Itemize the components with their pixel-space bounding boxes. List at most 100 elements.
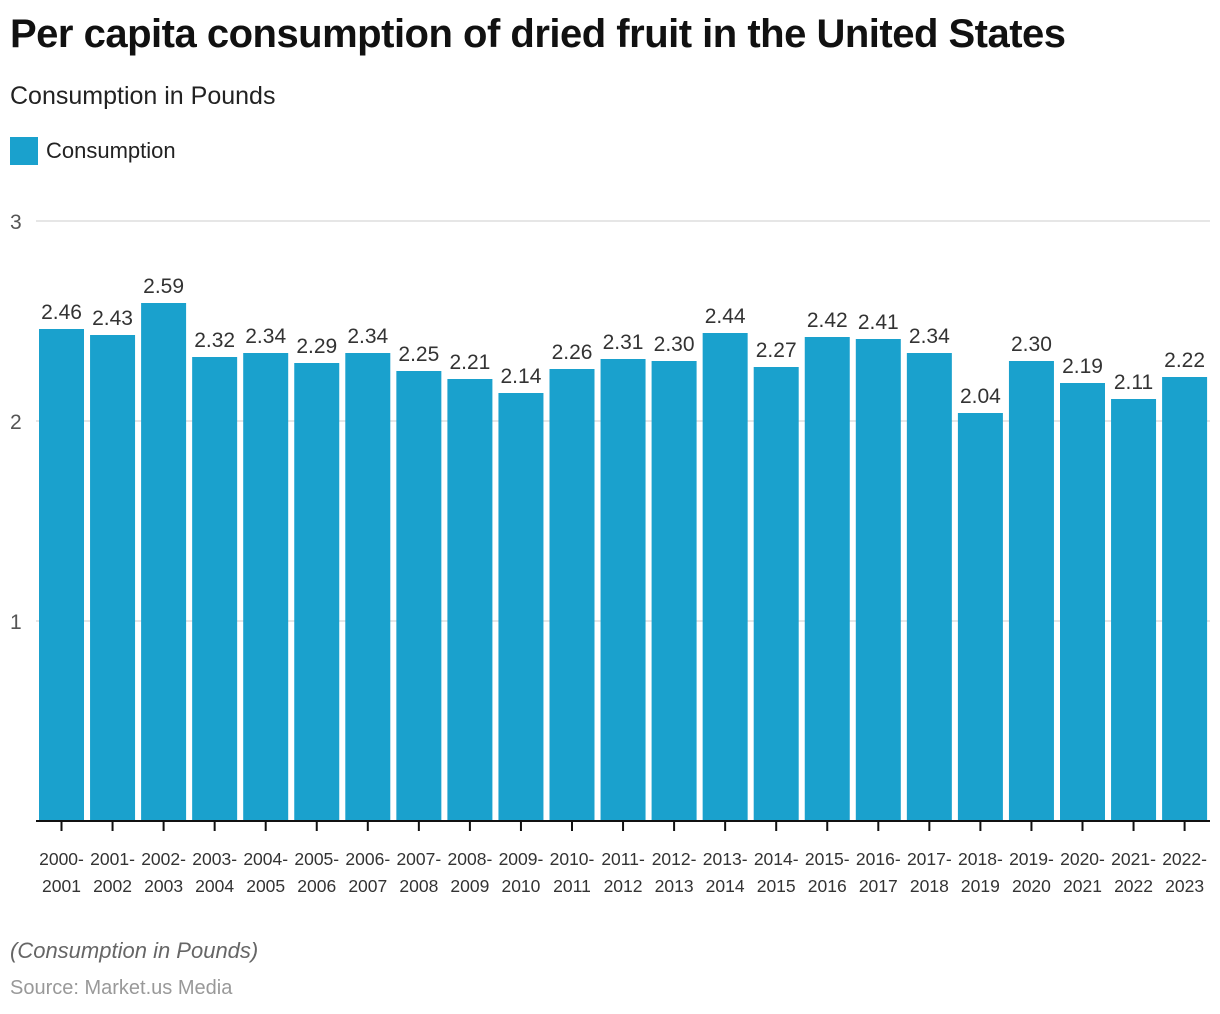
- x-tick-label: 2012: [604, 876, 643, 896]
- data-label: 2.04: [960, 385, 1001, 408]
- x-tick-label: 2009: [450, 876, 489, 896]
- data-label: 2.34: [245, 325, 286, 348]
- data-label: 2.30: [654, 333, 695, 356]
- x-tick-label: 2012-: [652, 849, 697, 869]
- x-tick-label: 2017: [859, 876, 898, 896]
- legend-label-consumption: Consumption: [46, 138, 176, 163]
- bar: [396, 371, 442, 821]
- x-tick-label: 2005: [246, 876, 285, 896]
- x-tick-label: 2018: [910, 876, 949, 896]
- bar: [447, 379, 493, 821]
- bar: [1111, 399, 1157, 821]
- data-label: 2.43: [92, 307, 133, 330]
- bar: [600, 359, 646, 821]
- bar: [1060, 383, 1105, 821]
- x-tick-label: 2003-: [192, 849, 237, 869]
- x-tick-label: 2019-: [1009, 849, 1054, 869]
- x-tick-label: 2010: [501, 876, 540, 896]
- data-label: 2.41: [858, 311, 899, 334]
- x-tick-label: 2008-: [448, 849, 493, 869]
- x-tick-label: 2002-: [141, 849, 186, 869]
- data-labels: 2.46 2.43 2.59 2.32 2.34 2.29 2.34 2.25 2.21 2.14…: [41, 275, 1205, 408]
- x-tick-label: 2010-: [550, 849, 595, 869]
- bar: [753, 367, 799, 821]
- x-tick-label: 2020: [1012, 876, 1051, 896]
- x-tick-label: 2015: [757, 876, 796, 896]
- data-label: 2.14: [501, 365, 542, 388]
- x-tick-label: 2020-: [1060, 849, 1105, 869]
- data-label: 2.34: [909, 325, 950, 348]
- data-label: 2.44: [705, 305, 746, 328]
- bars: [39, 303, 1208, 821]
- data-label: 2.30: [1011, 333, 1052, 356]
- x-tick-label: 2001: [42, 876, 81, 896]
- data-label: 2.25: [398, 343, 439, 366]
- x-tick-label: 2009-: [499, 849, 544, 869]
- x-tick-label: 2001-: [90, 849, 135, 869]
- x-tick-label: 2015-: [805, 849, 850, 869]
- bar: [243, 353, 289, 821]
- bar: [498, 393, 544, 821]
- y-tick-label: 2: [10, 411, 22, 434]
- x-tick-label: 2017-: [907, 849, 952, 869]
- x-tick-label: 2011: [553, 876, 591, 896]
- chart-subtitle: Consumption in Pounds: [10, 82, 276, 110]
- bar: [294, 363, 340, 821]
- data-label: 2.59: [143, 275, 184, 298]
- bar: [855, 339, 901, 821]
- bar: [804, 337, 850, 821]
- x-tick-label: 2007-: [396, 849, 441, 869]
- y-tick-label: 1: [10, 611, 22, 634]
- bar: [1008, 361, 1054, 821]
- data-label: 2.19: [1062, 355, 1103, 378]
- bar: [702, 333, 748, 821]
- x-tick-label: 2006: [297, 876, 336, 896]
- legend: Consumption: [10, 137, 176, 165]
- data-label: 2.34: [347, 325, 388, 348]
- x-tick-label: 2008: [399, 876, 438, 896]
- bar: [1162, 377, 1208, 821]
- x-tick-label: 2007: [348, 876, 387, 896]
- data-label: 2.32: [194, 329, 235, 352]
- legend-swatch-consumption: [10, 137, 38, 165]
- source-note: Source: Market.us Media: [10, 977, 233, 999]
- x-tick-label: 2005-: [294, 849, 339, 869]
- x-tick-label: 2022: [1114, 876, 1153, 896]
- x-tick-label: 2022-: [1162, 849, 1207, 869]
- x-tick-label: 2018-: [958, 849, 1003, 869]
- footnote: (Consumption in Pounds): [10, 938, 259, 963]
- x-tick-label: 2021-: [1111, 849, 1156, 869]
- data-label: 2.42: [807, 309, 848, 332]
- data-label: 2.31: [603, 331, 644, 354]
- y-axis-ticks: 1 2 3: [10, 211, 22, 634]
- data-label: 2.29: [296, 335, 337, 358]
- bar: [906, 353, 952, 821]
- data-label: 2.46: [41, 301, 82, 324]
- x-tick-label: 2000-: [39, 849, 84, 869]
- chart-title: Per capita consumption of dried fruit in…: [10, 12, 1066, 56]
- x-tick-label: 2019: [961, 876, 1000, 896]
- data-label: 2.21: [449, 351, 490, 374]
- x-tick-label: 2004-: [243, 849, 288, 869]
- bar: [90, 335, 136, 821]
- bar: [651, 361, 697, 821]
- x-tick-label: 2006-: [345, 849, 390, 869]
- bar: [39, 329, 84, 821]
- data-label: 2.27: [756, 339, 797, 362]
- x-tick-label: 2013-: [703, 849, 748, 869]
- x-tick-label: 2023: [1165, 876, 1204, 896]
- x-tick-label: 2011-: [601, 849, 645, 869]
- data-label: 2.26: [552, 341, 593, 364]
- x-tick-label: 2002: [93, 876, 132, 896]
- x-tick-label: 2014: [706, 876, 745, 896]
- bar: [192, 357, 238, 821]
- y-tick-label: 3: [10, 211, 22, 234]
- bar-chart: 1 2 3 2.46 2.43 2.59 2.32 2.34 2.29 2.34 2.25 2.21…: [10, 211, 1210, 896]
- x-axis: 2000- 2001 2001- 2002 2002- 2003 2003- 2004 2004…: [36, 820, 1210, 896]
- bar: [345, 353, 391, 821]
- x-tick-label: 2014-: [754, 849, 799, 869]
- x-tick-label: 2021: [1063, 876, 1102, 896]
- x-tick-label: 2004: [195, 876, 234, 896]
- bar: [549, 369, 595, 821]
- bar: [957, 413, 1003, 821]
